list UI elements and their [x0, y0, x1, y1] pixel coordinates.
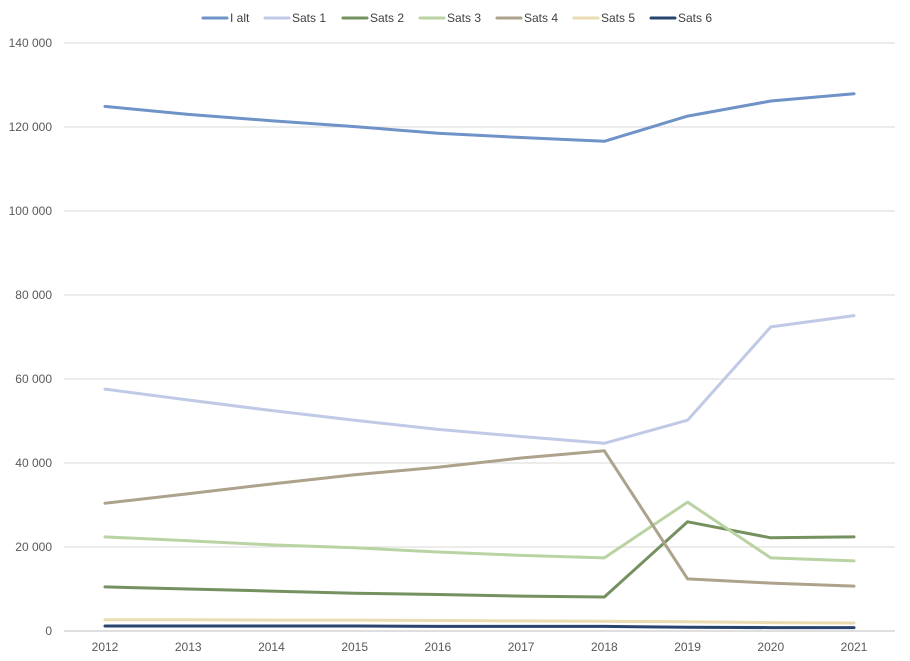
x-tick-label: 2016: [425, 640, 452, 654]
y-tick-label: 100 000: [9, 204, 53, 218]
y-tick-label: 80 000: [15, 288, 52, 302]
series-line-i-alt: [103, 92, 856, 143]
legend-label: I alt: [230, 11, 250, 25]
y-tick-label: 60 000: [15, 372, 52, 386]
series-line-sats-1: [103, 314, 856, 445]
y-tick-label: 20 000: [15, 540, 52, 554]
x-tick-label: 2013: [175, 640, 202, 654]
y-tick-label: 0: [45, 624, 52, 638]
legend-item: Sats 6: [649, 11, 712, 25]
series-line-sats-2: [103, 520, 856, 599]
x-tick-label: 2021: [841, 640, 868, 654]
x-tick-label: 2020: [757, 640, 784, 654]
y-axis-tick-labels: 0 20 000 40 000 60 000 80 000 100 000 120 000 1…: [9, 36, 53, 638]
x-tick-label: 2015: [341, 640, 368, 654]
y-tick-label: 140 000: [9, 36, 53, 50]
legend-label: Sats 3: [447, 11, 481, 25]
legend-item: Sats 1: [263, 11, 326, 25]
series-line-sats-4: [103, 449, 856, 588]
x-axis-tick-labels: 2012 2013 2014 2015 2016 2017 2018 2019 2020 2021: [92, 640, 868, 654]
series-line-sats-5: [103, 618, 856, 625]
legend-item: I alt: [201, 11, 250, 25]
chart-legend: I alt Sats 1 Sats 2 Sats 3 Sats 4 Sats 5 Sats …: [201, 11, 712, 25]
legend-label: Sats 1: [292, 11, 326, 25]
series-lines: [103, 92, 856, 630]
legend-label: Sats 2: [370, 11, 404, 25]
x-tick-label: 2018: [591, 640, 618, 654]
legend-item: Sats 5: [572, 11, 635, 25]
legend-item: Sats 2: [341, 11, 404, 25]
legend-item: Sats 4: [495, 11, 558, 25]
y-gridlines: [64, 42, 895, 548]
x-tick-label: 2012: [92, 640, 119, 654]
legend-label: Sats 6: [678, 11, 712, 25]
legend-label: Sats 4: [524, 11, 558, 25]
x-tick-label: 2019: [674, 640, 701, 654]
y-tick-label: 120 000: [9, 120, 53, 134]
y-tick-label: 40 000: [15, 456, 52, 470]
x-tick-label: 2017: [508, 640, 535, 654]
x-tick-label: 2014: [258, 640, 285, 654]
series-line-sats-3: [103, 500, 856, 563]
legend-item: Sats 3: [418, 11, 481, 25]
series-line-sats-6: [103, 624, 856, 630]
legend-label: Sats 5: [601, 11, 635, 25]
